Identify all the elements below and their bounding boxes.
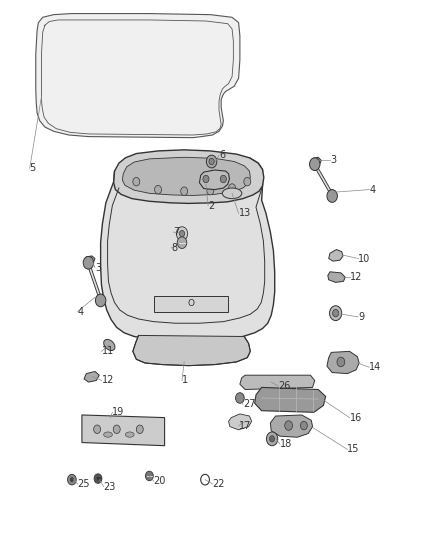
Circle shape — [94, 474, 102, 483]
Text: 6: 6 — [219, 150, 225, 160]
Circle shape — [155, 185, 162, 194]
Circle shape — [67, 474, 76, 485]
Text: 19: 19 — [113, 407, 125, 417]
Circle shape — [310, 158, 320, 171]
Polygon shape — [270, 415, 313, 437]
Circle shape — [94, 425, 101, 433]
Text: 13: 13 — [239, 208, 251, 219]
Polygon shape — [84, 256, 95, 265]
Text: 8: 8 — [171, 243, 177, 253]
Circle shape — [180, 230, 185, 237]
Polygon shape — [84, 372, 99, 382]
Text: 22: 22 — [212, 479, 225, 489]
Circle shape — [300, 421, 307, 430]
Circle shape — [220, 175, 226, 183]
Polygon shape — [328, 272, 345, 282]
Polygon shape — [328, 249, 343, 261]
Ellipse shape — [222, 188, 242, 199]
Circle shape — [285, 421, 293, 430]
Ellipse shape — [104, 432, 113, 437]
Text: 4: 4 — [78, 306, 84, 317]
Ellipse shape — [104, 340, 115, 351]
Circle shape — [332, 310, 339, 317]
Text: 26: 26 — [278, 381, 290, 391]
Text: 27: 27 — [243, 399, 255, 409]
Text: 2: 2 — [208, 200, 214, 211]
Circle shape — [177, 227, 187, 240]
Circle shape — [209, 158, 214, 165]
Polygon shape — [154, 296, 228, 312]
Circle shape — [133, 177, 140, 186]
Text: 12: 12 — [350, 272, 362, 282]
Text: 17: 17 — [239, 421, 251, 431]
Text: 9: 9 — [358, 312, 364, 322]
Circle shape — [95, 294, 106, 307]
Circle shape — [244, 177, 251, 186]
Circle shape — [203, 175, 209, 183]
Circle shape — [236, 393, 244, 403]
Text: 3: 3 — [95, 263, 101, 272]
Circle shape — [145, 471, 153, 481]
Polygon shape — [122, 157, 251, 196]
Circle shape — [269, 435, 275, 442]
Text: 1: 1 — [182, 375, 188, 385]
Polygon shape — [114, 150, 264, 204]
Polygon shape — [36, 13, 240, 138]
Text: 25: 25 — [78, 479, 90, 489]
Text: 11: 11 — [102, 346, 114, 357]
Text: O: O — [187, 299, 194, 308]
Text: 12: 12 — [102, 375, 114, 385]
Polygon shape — [229, 414, 252, 430]
Polygon shape — [101, 158, 275, 341]
Circle shape — [177, 237, 187, 248]
Circle shape — [337, 357, 345, 367]
Polygon shape — [240, 375, 315, 390]
Circle shape — [113, 425, 120, 433]
Circle shape — [229, 184, 236, 192]
Text: 20: 20 — [154, 477, 166, 486]
Text: 18: 18 — [280, 439, 292, 449]
Ellipse shape — [125, 432, 134, 437]
Text: 4: 4 — [369, 184, 375, 195]
Circle shape — [136, 425, 143, 433]
Polygon shape — [311, 157, 321, 167]
Text: 3: 3 — [330, 156, 336, 165]
Text: 23: 23 — [104, 481, 116, 491]
Polygon shape — [254, 387, 325, 413]
Text: 15: 15 — [347, 445, 360, 455]
Text: 14: 14 — [369, 362, 381, 372]
Circle shape — [266, 432, 278, 446]
Text: 7: 7 — [173, 227, 180, 237]
Polygon shape — [133, 335, 251, 366]
Circle shape — [70, 478, 74, 482]
Text: 16: 16 — [350, 413, 362, 423]
Circle shape — [206, 155, 217, 168]
Circle shape — [83, 256, 94, 269]
Circle shape — [181, 187, 187, 196]
Circle shape — [327, 190, 337, 203]
Circle shape — [207, 187, 214, 195]
Circle shape — [329, 306, 342, 320]
Text: 5: 5 — [30, 164, 36, 173]
Text: 10: 10 — [358, 254, 371, 263]
Polygon shape — [327, 351, 359, 374]
Polygon shape — [199, 170, 230, 190]
Polygon shape — [82, 415, 165, 446]
